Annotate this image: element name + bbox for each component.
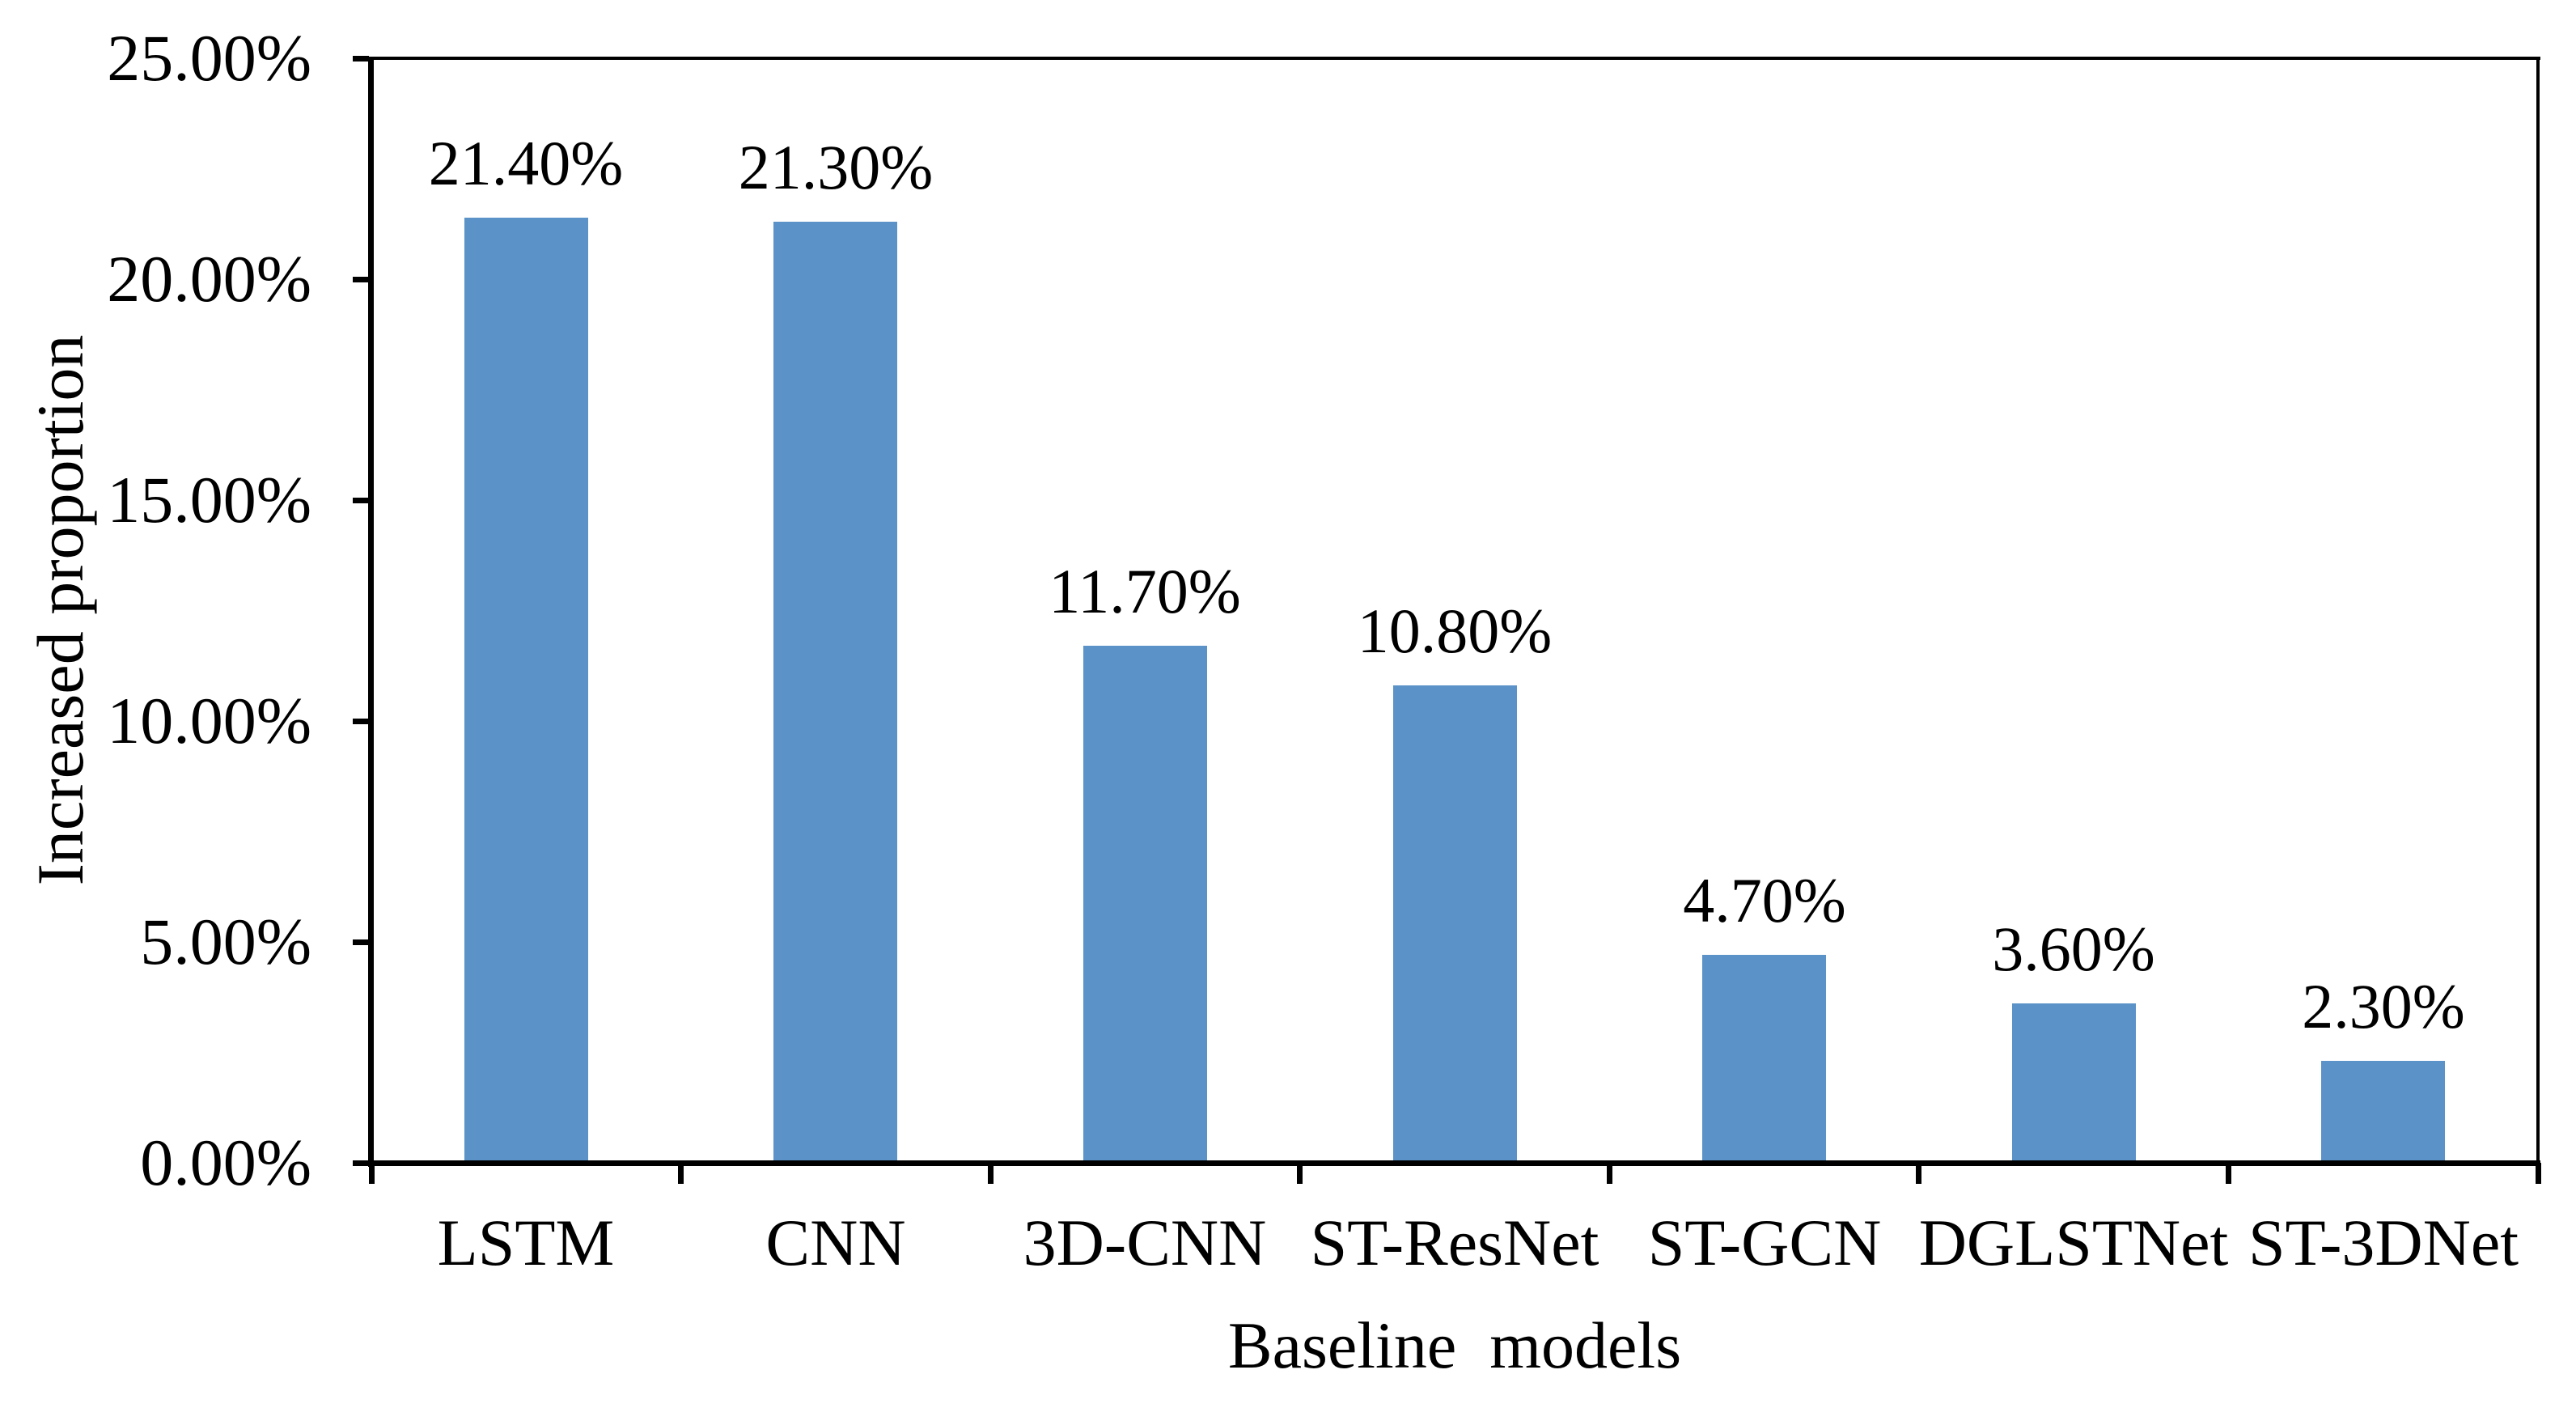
bar-value-label: 4.70% [1683,865,1846,935]
x-axis-title: Baseline models [1227,1308,1682,1382]
y-axis-line [368,57,374,1167]
category-label-DGLSTNet: DGLSTNet [1918,1206,2229,1279]
category-label-3D-CNN: 3D-CNN [1023,1206,1267,1279]
bar-ST-ResNet [1393,685,1517,1165]
y-tick-mark [352,498,369,503]
bar-DGLSTNet [2012,1003,2136,1165]
category-label-ST-3DNet: ST-3DNet [2248,1206,2519,1279]
bar-value-label: 21.40% [428,128,624,198]
x-tick-mark [1607,1163,1612,1184]
bar-ST-GCN [1702,955,1826,1165]
y-tick-label: 5.00% [140,905,311,978]
plot-frame-right [2536,57,2540,1182]
x-tick-mark [2536,1163,2541,1184]
bar-3D-CNN [1083,646,1207,1165]
bar-value-label: 21.30% [738,132,934,202]
y-tick-mark [352,56,369,61]
y-tick-mark [352,277,369,282]
y-tick-mark [352,939,369,945]
x-tick-mark [2226,1163,2231,1184]
y-tick-mark [352,1160,369,1166]
x-axis-line [368,1160,2540,1166]
y-tick-label: 10.00% [107,684,311,757]
y-axis-title: Increased proportion [23,334,97,886]
y-tick-label: 15.00% [107,463,311,536]
category-label-CNN: CNN [765,1206,906,1279]
bar-LSTM [464,218,588,1165]
x-tick-mark [988,1163,994,1184]
y-tick-label: 20.00% [107,242,311,316]
bar-value-label: 3.60% [1992,914,2155,984]
category-label-LSTM: LSTM [437,1206,615,1279]
bar-value-label: 10.80% [1357,596,1553,666]
category-label-ST-ResNet: ST-ResNet [1310,1206,1599,1279]
plot-frame-top [368,57,2540,60]
bar-value-label: 11.70% [1049,556,1241,626]
bar-CNN [773,222,897,1165]
y-tick-label: 0.00% [140,1126,311,1199]
category-label-ST-GCN: ST-GCN [1647,1206,1882,1279]
x-tick-mark [369,1163,375,1184]
y-tick-mark [352,719,369,724]
x-tick-mark [1916,1163,1921,1184]
x-tick-mark [678,1163,684,1184]
bar-value-label: 2.30% [2302,971,2465,1041]
x-tick-mark [1297,1163,1303,1184]
y-tick-label: 25.00% [107,21,311,95]
bar-ST-3DNet [2321,1061,2445,1165]
